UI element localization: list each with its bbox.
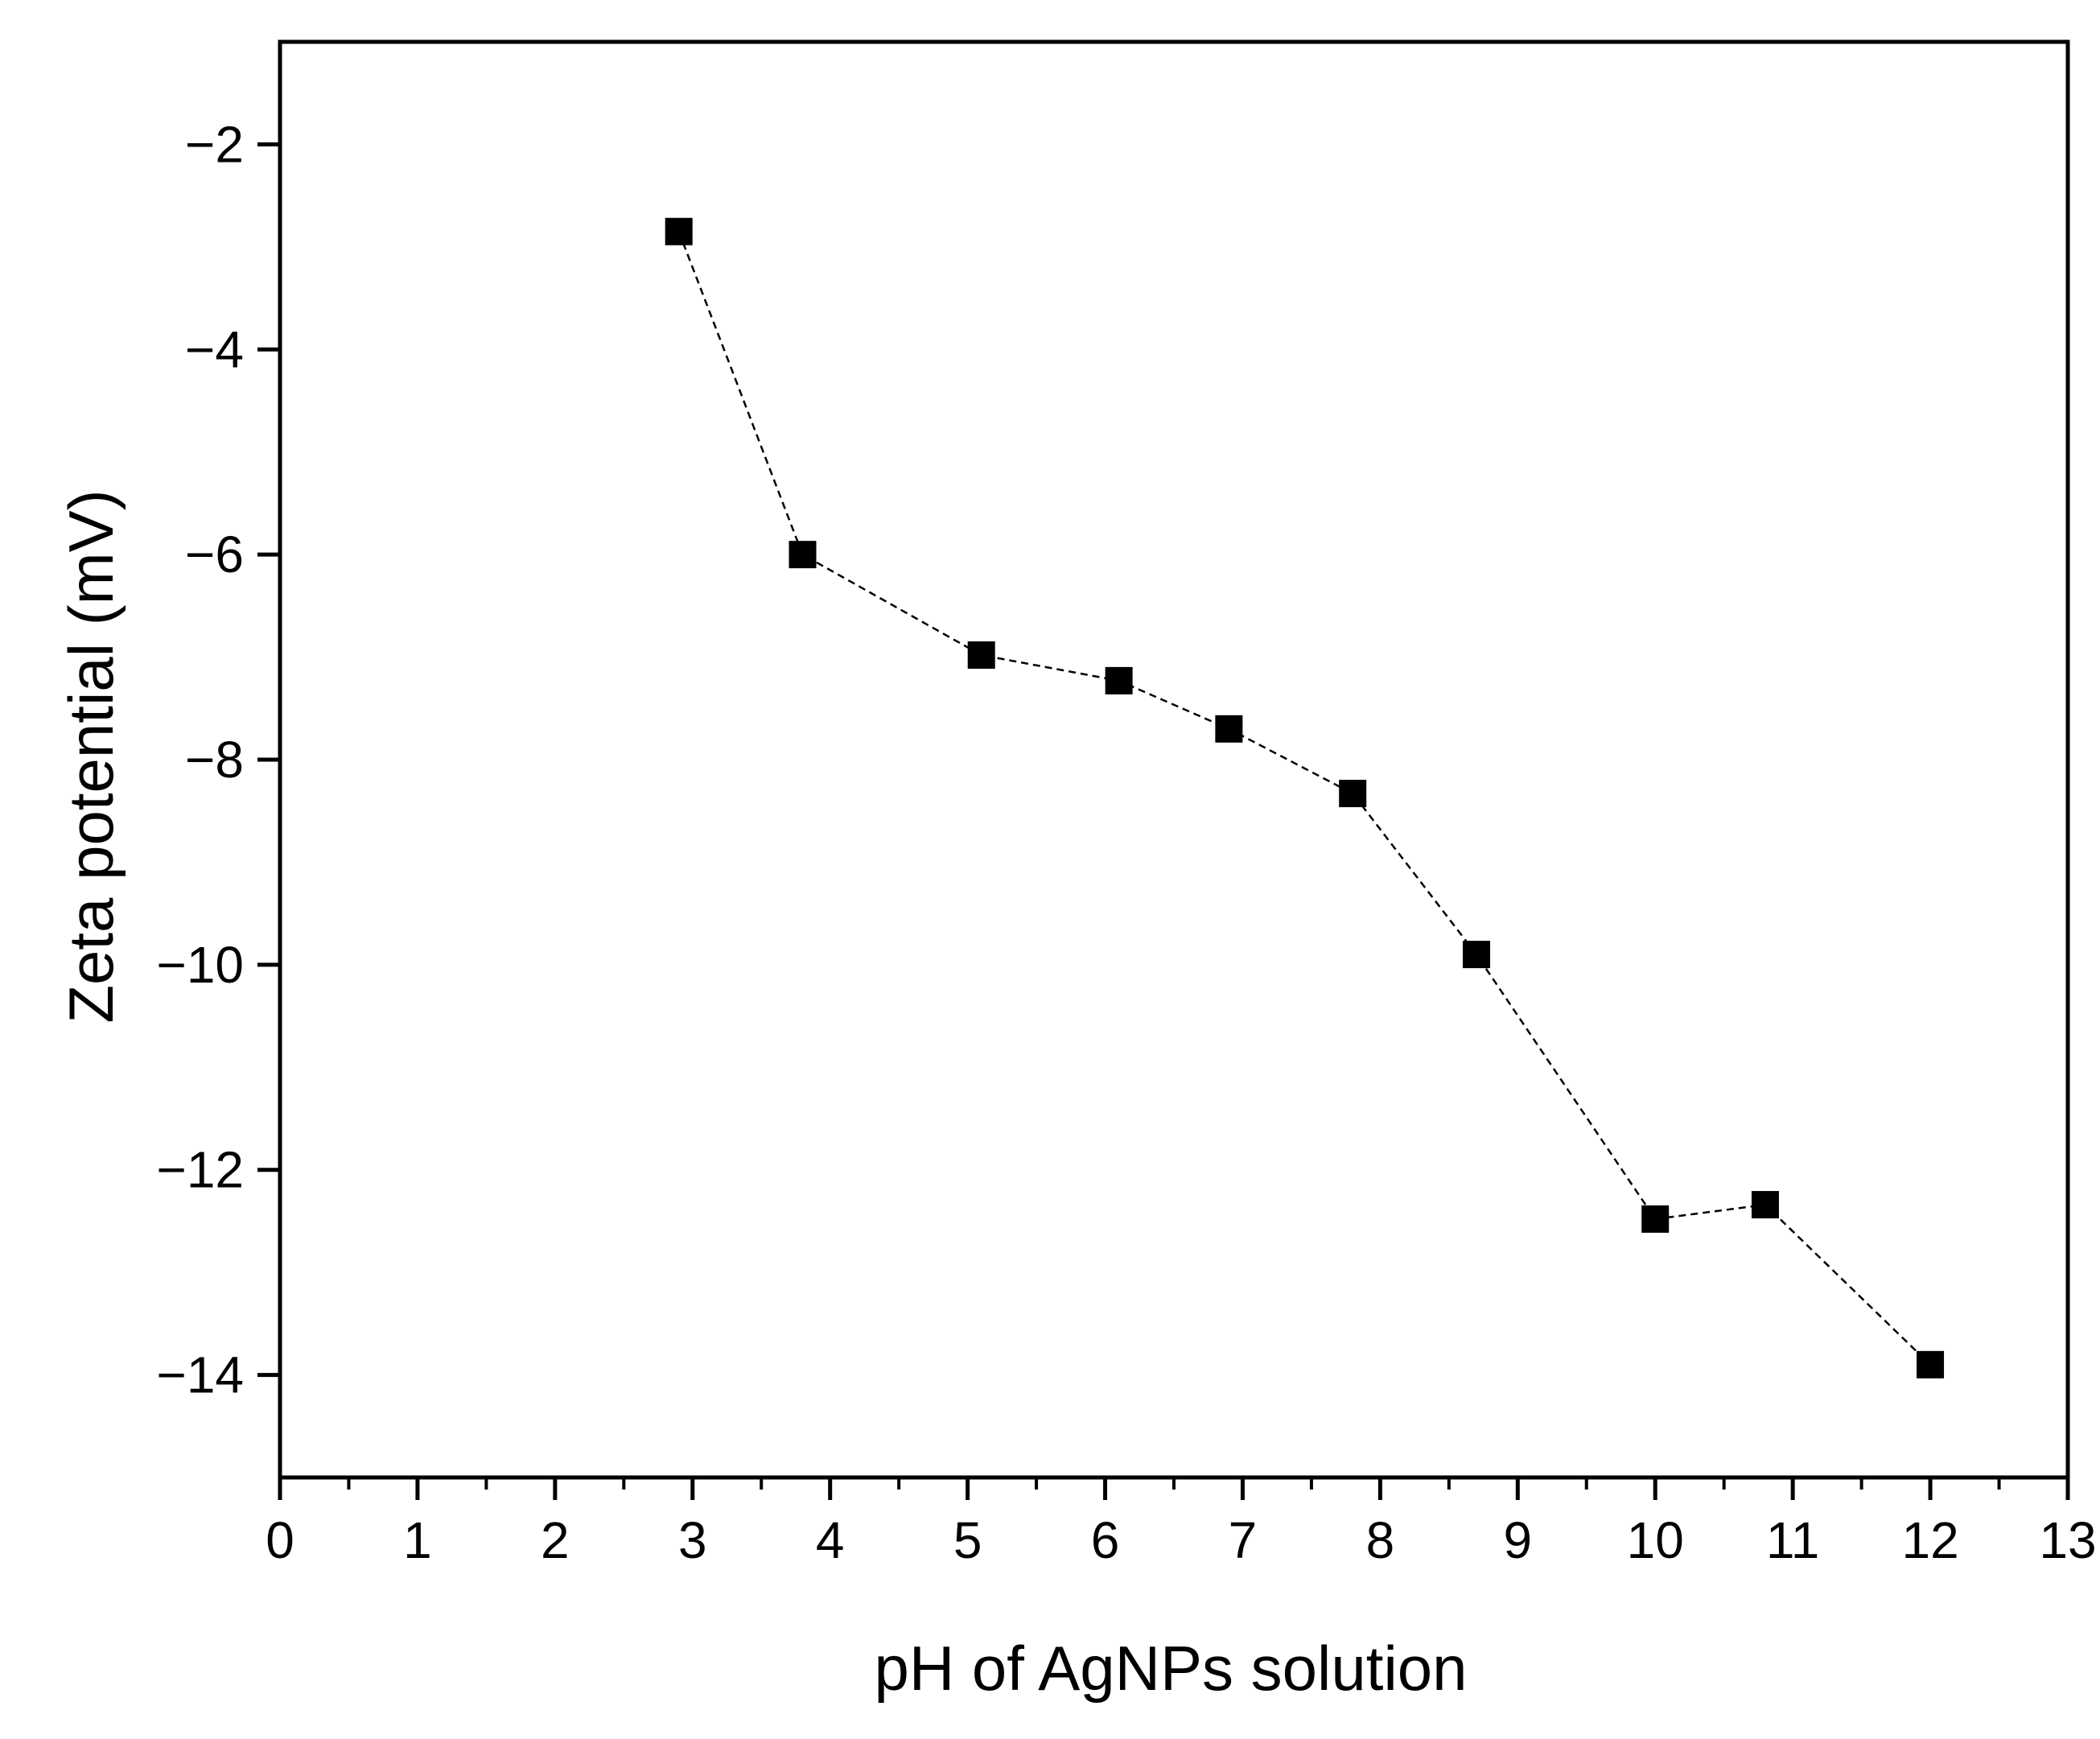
x-tick-label: 6 [1091,1511,1120,1569]
x-axis-title: pH of AgNPs solution [874,1633,1467,1704]
x-tick-label: 0 [266,1511,294,1569]
x-tick-label: 1 [403,1511,432,1569]
x-tick-label: 13 [2039,1511,2096,1569]
tick-labels: 0 1 2 3 4 5 6 7 8 9 10 11 12 13−2−4−6−8−10−12−14 [156,115,2096,1569]
data-point-marker [789,541,817,569]
data-point-marker [665,217,693,245]
data-point-marker [1917,1350,1945,1378]
plot-frame [278,39,2070,1480]
y-tick-label: −2 [185,115,244,173]
x-tick-label: 2 [541,1511,570,1569]
data-point-marker [1105,666,1133,694]
tick-marks [257,142,2070,1500]
axes [278,39,2070,1480]
x-tick-label: 11 [1766,1511,1819,1569]
y-tick-label: −12 [156,1141,244,1199]
x-tick-label: 9 [1504,1511,1533,1569]
y-tick-label: −14 [156,1346,244,1404]
x-tick-label: 4 [816,1511,845,1569]
y-tick-label: −6 [185,525,244,583]
data-point-marker [967,641,995,670]
y-tick-label: −8 [185,731,244,789]
x-tick-label: 10 [1627,1511,1684,1569]
data-point-marker [1641,1205,1670,1233]
data-point-marker [1463,941,1491,969]
series-dashed-line [677,231,1931,1366]
data-series [665,217,1945,1378]
x-tick-label: 7 [1229,1511,1258,1569]
x-tick-label: 3 [678,1511,707,1569]
x-tick-label: 12 [1901,1511,1958,1569]
y-axis-title: Zeta potential (mV) [56,489,126,1023]
y-tick-label: −4 [185,320,244,378]
x-tick-label: 5 [953,1511,982,1569]
data-point-marker [1751,1191,1779,1219]
x-tick-label: 8 [1366,1511,1395,1569]
data-point-marker [1339,780,1367,808]
y-tick-label: −10 [156,936,244,994]
data-point-marker [1215,715,1243,743]
